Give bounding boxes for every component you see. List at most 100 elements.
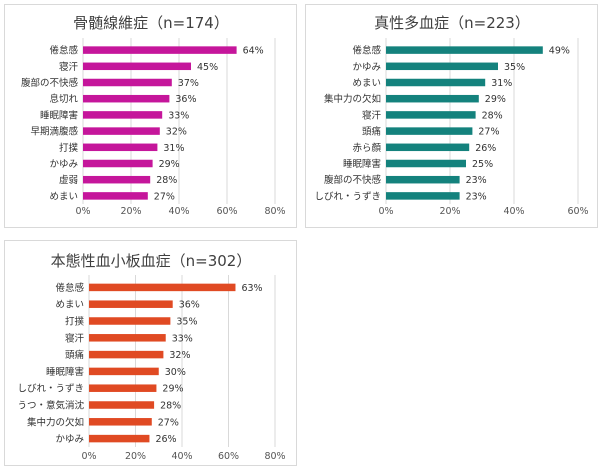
category-label: めまい	[49, 191, 78, 202]
bar	[89, 317, 171, 325]
bar	[83, 94, 170, 103]
x-tick-label: 80%	[264, 206, 285, 217]
category-label: 頭痛	[362, 126, 382, 138]
category-label: 虚弱	[59, 174, 78, 186]
bar	[83, 111, 163, 119]
bar	[386, 78, 486, 87]
data-label: 26%	[475, 143, 496, 154]
category-label: 集中力の欠如	[27, 416, 84, 428]
category-label: かゆみ	[55, 434, 84, 445]
bar	[83, 46, 237, 54]
category-label: 倦怠感	[55, 282, 84, 294]
data-label: 64%	[243, 46, 264, 57]
data-label: 33%	[172, 333, 193, 344]
category-label: めまい	[352, 78, 381, 89]
category-label: 打撲	[59, 142, 79, 154]
bar	[386, 94, 479, 103]
bar	[83, 78, 172, 87]
bar	[89, 283, 236, 292]
bar	[83, 127, 160, 135]
data-label: 28%	[160, 401, 181, 412]
bar	[89, 434, 150, 443]
category-label: 睡眠障害	[46, 366, 84, 378]
bar	[386, 127, 473, 135]
data-label: 23%	[466, 175, 487, 186]
data-label: 23%	[466, 191, 487, 202]
chart-panel-polycythemia-vera: 真性多血症（n=223） 0% 20% 40% 60% 倦怠感 49% かゆみ 35% めまい 31…	[305, 4, 598, 228]
x-tick-label: 60%	[218, 451, 239, 462]
bar	[386, 159, 466, 168]
bar	[83, 159, 153, 168]
bar	[89, 367, 159, 376]
category-label: 倦怠感	[352, 45, 381, 57]
x-tick-label: 20%	[125, 451, 146, 462]
category-label: 集中力の欠如	[324, 93, 381, 105]
x-tick-label: 0%	[75, 206, 90, 217]
data-label: 27%	[158, 417, 179, 428]
category-label: 倦怠感	[49, 45, 78, 57]
category-label: めまい	[55, 300, 84, 311]
category-label: 早期満腹感	[30, 126, 78, 138]
bar	[386, 143, 470, 152]
category-label: 頭痛	[65, 349, 85, 361]
category-label: 腹部の不快感	[324, 174, 382, 186]
data-label: 32%	[169, 350, 190, 361]
category-label: しびれ・うずき	[17, 384, 84, 395]
data-label: 28%	[156, 175, 177, 186]
x-tick-label: 40%	[503, 206, 524, 217]
chart-panel-essential-thrombocythemia: 本態性血小板血症（n=302） 0% 20% 40% 60% 80% 倦怠感 63% めまい 36…	[4, 240, 297, 466]
bar	[386, 175, 460, 184]
data-label: 32%	[166, 127, 187, 138]
data-label: 37%	[178, 78, 199, 89]
data-label: 29%	[485, 94, 506, 105]
data-label: 36%	[175, 94, 196, 105]
bar	[386, 192, 460, 200]
category-label: かゆみ	[352, 62, 381, 73]
data-label: 29%	[159, 159, 180, 170]
x-tick-label: 0%	[81, 451, 96, 462]
data-label: 36%	[179, 300, 200, 311]
bar	[89, 401, 155, 409]
chart-title: 骨髄線維症（n=174）	[73, 14, 229, 32]
x-tick-label: 80%	[264, 451, 285, 462]
bar	[83, 143, 158, 152]
x-tick-label: 0%	[378, 206, 393, 217]
data-label: 27%	[478, 127, 499, 138]
category-label: 打撲	[65, 316, 85, 328]
category-label: うつ・意気消沈	[17, 400, 84, 412]
data-label: 35%	[504, 62, 525, 73]
x-tick-label: 40%	[171, 451, 192, 462]
category-label: しびれ・うずき	[314, 191, 381, 202]
x-tick-label: 60%	[567, 206, 588, 217]
category-label: 息切れ	[49, 93, 78, 105]
bar	[83, 192, 148, 200]
data-label: 31%	[491, 78, 512, 89]
bar	[89, 300, 173, 308]
chart-title: 本態性血小板血症（n=302）	[51, 252, 252, 270]
data-label: 45%	[197, 62, 218, 73]
x-tick-label: 40%	[168, 206, 189, 217]
x-tick-label: 20%	[120, 206, 141, 217]
chart-svg: 骨髄線維症（n=174） 0% 20% 40% 60% 80% 倦怠感 64% 寝汗 45% 腹部の…	[21, 14, 286, 217]
data-label: 28%	[482, 110, 503, 121]
x-tick-label: 60%	[216, 206, 237, 217]
bar	[89, 418, 152, 426]
bar	[83, 62, 191, 71]
data-label: 30%	[165, 367, 186, 378]
bar	[83, 175, 151, 184]
category-label: かゆみ	[49, 159, 78, 170]
data-label: 25%	[472, 159, 493, 170]
bar	[386, 46, 543, 54]
chart-svg: 本態性血小板血症（n=302） 0% 20% 40% 60% 80% 倦怠感 63% めまい 36…	[17, 252, 285, 462]
category-label: 寝汗	[59, 61, 79, 73]
data-label: 49%	[549, 46, 570, 57]
data-label: 31%	[163, 143, 184, 154]
bar	[89, 384, 157, 392]
category-label: 睡眠障害	[343, 158, 381, 170]
data-label: 27%	[154, 191, 175, 202]
category-label: 寝汗	[362, 109, 382, 121]
data-label: 29%	[162, 384, 183, 395]
bar	[386, 62, 498, 71]
data-label: 26%	[155, 434, 176, 445]
bar	[89, 350, 164, 359]
